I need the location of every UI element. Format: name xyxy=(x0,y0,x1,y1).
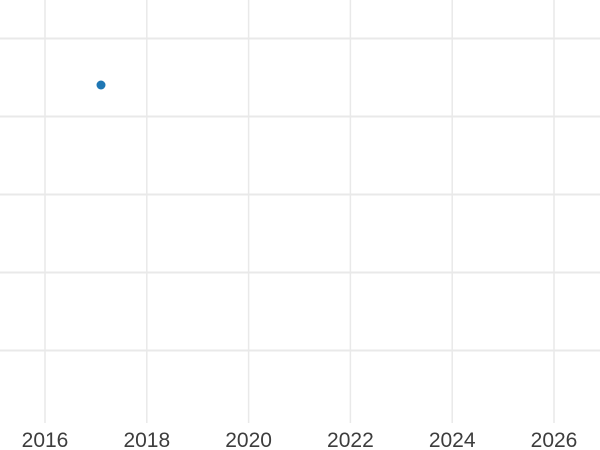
x-tick-label: 2016 xyxy=(22,429,69,450)
x-axis-tick-labels: 2016 2018 2020 2022 2024 2026 xyxy=(22,429,578,450)
x-tick-label: 2022 xyxy=(327,429,374,450)
horizontal-gridlines xyxy=(0,37,600,352)
x-tick-label: 2020 xyxy=(225,429,272,450)
x-tick-label: 2024 xyxy=(429,429,476,450)
vertical-gridlines xyxy=(44,0,555,423)
x-tick-label: 2018 xyxy=(123,429,170,450)
data-point[interactable] xyxy=(96,80,106,90)
x-tick-label: 2026 xyxy=(531,429,578,450)
